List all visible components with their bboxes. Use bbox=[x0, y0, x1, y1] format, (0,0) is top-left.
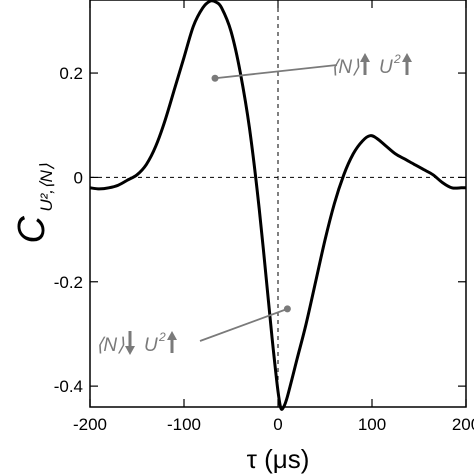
annotation-leader-line bbox=[214, 64, 338, 80]
reference-lines bbox=[90, 0, 466, 407]
x-tick-label: 0 bbox=[273, 415, 282, 434]
y-tick-label: 0 bbox=[74, 168, 83, 187]
annotation-superscript: 2 bbox=[158, 330, 166, 344]
annotation-leader-line bbox=[199, 308, 288, 342]
annotations: ⟨N⟩ U 2⟨N⟩ U 2 bbox=[96, 52, 412, 356]
annotation-label: ⟨N⟩ U 2 bbox=[96, 305, 291, 356]
y-axis-title-main: C bbox=[11, 216, 53, 244]
tick-marks bbox=[89, 0, 467, 407]
annotation-point-dot bbox=[211, 74, 219, 82]
annotation-point-dot bbox=[283, 305, 291, 313]
y-tick-label: -0.4 bbox=[54, 377, 83, 396]
y-axis-title-subscript: U²,⟨N⟩ bbox=[37, 163, 56, 212]
annotation-prefix: ⟨N⟩ bbox=[96, 335, 125, 356]
y-tick-labels: 0.2 0 -0.2 -0.4 bbox=[54, 64, 83, 396]
x-tick-label: -100 bbox=[167, 415, 201, 434]
annotation-main: U bbox=[144, 335, 158, 356]
annotation-arrow-up-icon bbox=[360, 53, 370, 75]
annotation-superscript: 2 bbox=[393, 52, 401, 66]
series-line bbox=[89, 0, 466, 411]
x-tick-labels: -200 -100 0 100 200 bbox=[73, 415, 474, 434]
y-tick-label: 0.2 bbox=[59, 64, 83, 83]
y-axis-title: C U²,⟨N⟩ bbox=[11, 163, 56, 243]
annotation-arrow-down-icon bbox=[125, 331, 135, 355]
annotation-main: U bbox=[379, 57, 393, 78]
annotation-prefix: ⟨N⟩ bbox=[331, 57, 360, 78]
x-tick-label: -200 bbox=[73, 415, 107, 434]
x-axis-title: τ (μs) bbox=[247, 444, 310, 474]
annotation-arrow-up-icon bbox=[167, 331, 177, 353]
series-layer bbox=[89, 0, 466, 411]
y-tick-label: -0.2 bbox=[54, 273, 83, 292]
annotation-arrow-up-icon bbox=[402, 53, 412, 75]
annotation-label: ⟨N⟩ U 2 bbox=[211, 52, 412, 82]
x-tick-label: 200 bbox=[452, 415, 474, 434]
x-tick-label: 100 bbox=[358, 415, 386, 434]
